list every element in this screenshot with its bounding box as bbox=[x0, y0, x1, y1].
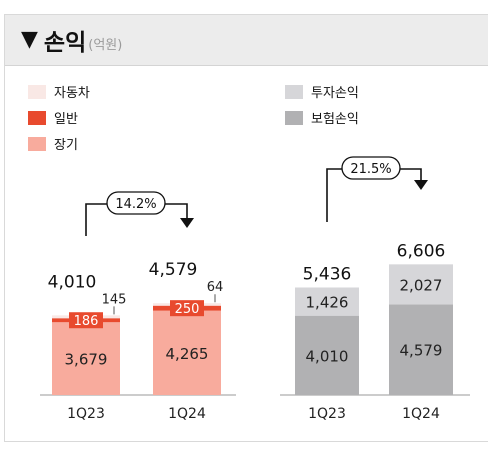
data-label-bg-general bbox=[69, 312, 103, 329]
legend-label-auto: 자동차 bbox=[54, 86, 90, 101]
bar-insurance bbox=[295, 315, 359, 395]
legend-item-general: 일반 bbox=[28, 108, 78, 127]
bar-longterm bbox=[52, 322, 120, 395]
legend-swatch-auto bbox=[28, 84, 46, 99]
arrow-head-icon bbox=[180, 218, 194, 228]
unit-label: (억원) bbox=[88, 37, 123, 53]
data-label-auto: 64 bbox=[207, 280, 224, 295]
arrow-head-icon bbox=[414, 180, 428, 190]
growth-label-right: 21.5% bbox=[350, 162, 391, 177]
growth-label-left: 14.2% bbox=[115, 197, 156, 212]
bar-investment bbox=[295, 287, 359, 316]
category-label: 1Q23 bbox=[67, 406, 105, 422]
data-label-insurance: 4,579 bbox=[400, 342, 443, 360]
total-label: 5,436 bbox=[303, 264, 352, 284]
legend-swatch-insurance bbox=[285, 110, 303, 125]
bar-insurance bbox=[389, 304, 453, 395]
panel-header: ▼ 손익 (억원) bbox=[5, 15, 488, 66]
total-label: 6,606 bbox=[397, 241, 446, 261]
page-title: 손익 bbox=[43, 30, 87, 56]
data-label-investment: 2,027 bbox=[400, 276, 443, 294]
legend-swatch-longterm bbox=[28, 136, 46, 151]
legend-swatch-general bbox=[28, 110, 46, 125]
data-label-general: 250 bbox=[175, 302, 200, 317]
total-label: 4,010 bbox=[48, 272, 97, 292]
legend-item-insurance: 보험손익 bbox=[285, 108, 359, 127]
data-label-auto: 145 bbox=[102, 292, 127, 307]
title-group: ▼ 손익 (억원) bbox=[21, 25, 123, 57]
legend-swatch-investment bbox=[285, 84, 303, 99]
growth-badge-left bbox=[106, 191, 166, 215]
legend-item-auto: 자동차 bbox=[28, 82, 90, 101]
category-label: 1Q24 bbox=[402, 406, 440, 422]
category-label: 1Q24 bbox=[168, 406, 206, 422]
data-label-bg-general bbox=[170, 300, 204, 317]
down-triangle-icon: ▼ bbox=[21, 27, 38, 52]
category-label: 1Q23 bbox=[308, 406, 346, 422]
data-label-longterm: 3,679 bbox=[65, 351, 108, 369]
legend-label-insurance: 보험손익 bbox=[311, 112, 359, 127]
total-label: 4,579 bbox=[149, 260, 198, 280]
legend-label-investment: 투자손익 bbox=[311, 86, 359, 101]
data-label-longterm: 4,265 bbox=[166, 345, 209, 363]
legend-item-investment: 투자손익 bbox=[285, 82, 359, 101]
data-label-insurance: 4,010 bbox=[306, 347, 349, 365]
legend-label-general: 일반 bbox=[54, 112, 78, 127]
data-label-investment: 1,426 bbox=[306, 294, 349, 312]
legend-item-longterm: 장기 bbox=[28, 134, 78, 153]
bar-investment bbox=[389, 264, 453, 305]
bar-longterm bbox=[153, 310, 221, 395]
data-label-general: 186 bbox=[74, 314, 99, 329]
legend-label-longterm: 장기 bbox=[54, 138, 78, 153]
growth-badge-right bbox=[341, 156, 401, 180]
